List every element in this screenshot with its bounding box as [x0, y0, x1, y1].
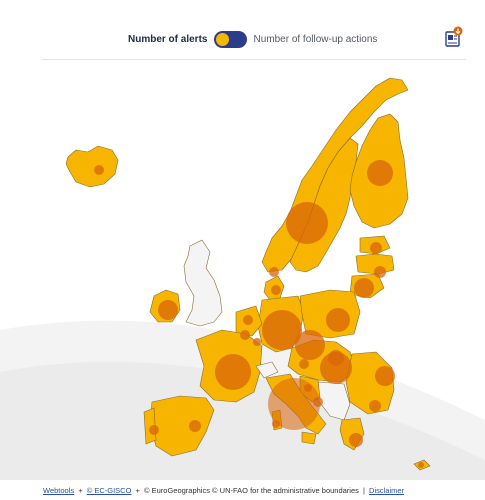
country-switzerland[interactable] [255, 361, 279, 379]
bubble-estonia[interactable] [370, 242, 382, 254]
bubble-luxembourg[interactable] [253, 338, 261, 346]
bubble-spain[interactable] [189, 420, 201, 432]
switch-knob [216, 32, 230, 46]
bubble-latvia[interactable] [374, 266, 386, 278]
country-portugal[interactable] [143, 407, 157, 445]
alerts-label[interactable]: Number of alerts [128, 33, 208, 45]
plus-separator: + [78, 486, 83, 495]
bubble-portugal[interactable] [149, 425, 159, 435]
download-document-icon[interactable] [444, 26, 464, 48]
bubble-france[interactable] [215, 354, 251, 390]
attribution-footer: Webtools + © EC-GISCO + © EuroGeographic… [43, 486, 404, 495]
country-uk[interactable] [183, 239, 223, 327]
bubble-netherlands[interactable] [243, 315, 253, 325]
pipe-separator: | [363, 486, 365, 495]
europe-map[interactable] [0, 60, 485, 480]
bubble-denmark[interactable] [271, 285, 281, 295]
bubble-belgium[interactable] [240, 330, 250, 340]
bubble-norway[interactable] [269, 267, 279, 277]
webtools-link[interactable]: Webtools [43, 486, 75, 495]
country-iceland[interactable] [65, 145, 119, 188]
bubble-czechia[interactable] [295, 330, 325, 360]
metric-toggle: Number of alerts Number of follow-up act… [128, 29, 377, 49]
gisco-link[interactable]: © EC-GISCO [86, 486, 132, 495]
bubble-greece[interactable] [349, 433, 363, 447]
bubble-bulgaria[interactable] [369, 400, 381, 412]
top-bar: Number of alerts Number of follow-up act… [0, 0, 485, 60]
bubble-austria[interactable] [299, 359, 309, 369]
bubble-germany[interactable] [262, 310, 302, 350]
bubble-malta[interactable] [272, 420, 280, 428]
country-sicily[interactable] [301, 431, 317, 445]
metric-switch[interactable] [214, 30, 248, 48]
bubble-iceland[interactable] [94, 165, 104, 175]
bubble-hungary[interactable] [320, 352, 352, 384]
bubble-sweden[interactable] [286, 202, 328, 244]
follow-up-label[interactable]: Number of follow-up actions [253, 33, 378, 45]
bubble-ireland[interactable] [158, 300, 178, 320]
eurogeographics-text: © EuroGeographics © UN-FAO for the admin… [144, 486, 359, 495]
disclaimer-link[interactable]: Disclaimer [369, 486, 405, 495]
bubble-cyprus[interactable] [418, 462, 424, 468]
bubble-finland[interactable] [367, 160, 393, 186]
background-swoosh-inner [0, 361, 485, 480]
bubble-romania[interactable] [375, 366, 395, 386]
plus-separator-2: + [135, 486, 140, 495]
header-divider [42, 59, 466, 60]
bubble-italy[interactable] [268, 378, 320, 430]
bubble-poland[interactable] [326, 308, 350, 332]
bubble-lithuania[interactable] [354, 278, 374, 298]
